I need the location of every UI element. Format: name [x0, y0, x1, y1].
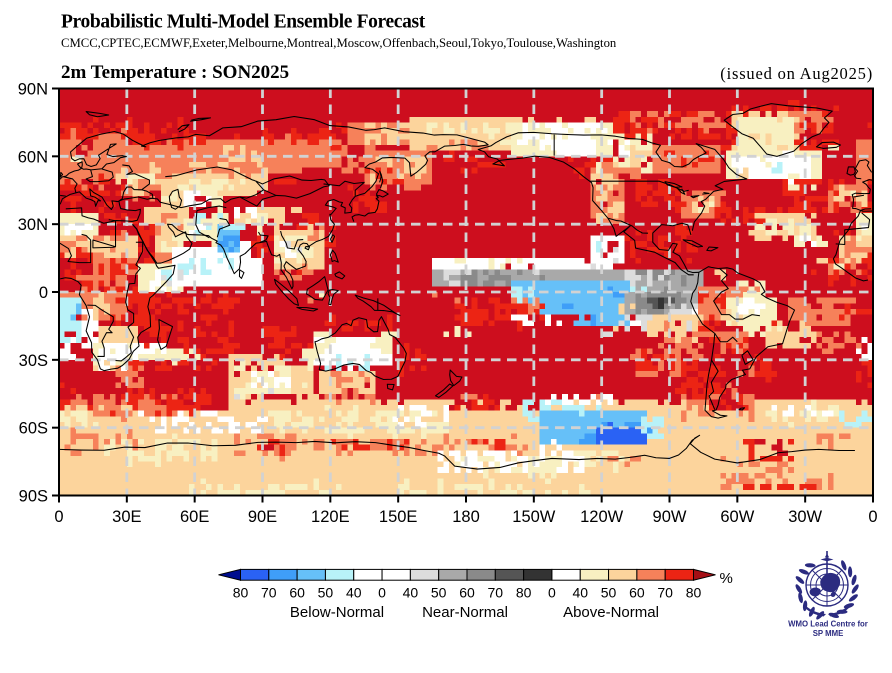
svg-text:Above-Normal: Above-Normal: [563, 604, 659, 621]
svg-text:60W: 60W: [720, 508, 754, 526]
svg-text:0: 0: [39, 284, 48, 302]
svg-text:40: 40: [346, 585, 362, 601]
svg-text:80: 80: [233, 585, 249, 601]
svg-text:SP MME: SP MME: [813, 629, 844, 638]
svg-text:30E: 30E: [112, 508, 141, 526]
svg-text:90S: 90S: [19, 488, 48, 506]
svg-text:180: 180: [452, 508, 480, 526]
svg-text:150W: 150W: [512, 508, 556, 526]
svg-text:70: 70: [657, 585, 673, 601]
svg-text:60: 60: [629, 585, 645, 601]
svg-text:0: 0: [378, 585, 386, 601]
svg-text:0: 0: [54, 508, 63, 526]
svg-text:50: 50: [431, 585, 447, 601]
svg-text:30S: 30S: [19, 352, 48, 370]
svg-text:60N: 60N: [18, 148, 48, 166]
svg-text:150E: 150E: [379, 508, 418, 526]
svg-text:90W: 90W: [653, 508, 687, 526]
svg-text:40: 40: [572, 585, 588, 601]
svg-text:%: %: [720, 570, 733, 587]
svg-text:40: 40: [403, 585, 419, 601]
svg-text:70: 70: [261, 585, 277, 601]
svg-text:60: 60: [459, 585, 475, 601]
svg-text:50: 50: [601, 585, 617, 601]
svg-text:0: 0: [548, 585, 556, 601]
svg-text:CMCC,CPTEC,ECMWF,Exeter,Melbou: CMCC,CPTEC,ECMWF,Exeter,Melbourne,Montre…: [61, 36, 617, 50]
svg-text:0: 0: [868, 508, 877, 526]
svg-text:Below-Normal: Below-Normal: [290, 604, 384, 621]
svg-text:120E: 120E: [311, 508, 350, 526]
svg-text:30N: 30N: [18, 216, 48, 234]
svg-text:60: 60: [289, 585, 305, 601]
svg-text:60E: 60E: [180, 508, 209, 526]
svg-text:120W: 120W: [580, 508, 624, 526]
svg-text:Near-Normal: Near-Normal: [422, 604, 508, 621]
svg-text:2m Temperature : SON2025: 2m Temperature : SON2025: [61, 62, 289, 83]
svg-text:WMO Lead Centre for: WMO Lead Centre for: [788, 620, 868, 629]
svg-text:(issued on Aug2025): (issued on Aug2025): [720, 64, 873, 83]
svg-text:50: 50: [318, 585, 334, 601]
svg-text:Probabilistic Multi-Model Ense: Probabilistic Multi-Model Ensemble Forec…: [61, 12, 426, 33]
svg-text:80: 80: [516, 585, 532, 601]
svg-text:90N: 90N: [18, 81, 48, 99]
svg-text:80: 80: [686, 585, 702, 601]
svg-text:60S: 60S: [19, 420, 48, 438]
svg-text:90E: 90E: [248, 508, 277, 526]
svg-text:30W: 30W: [788, 508, 822, 526]
svg-text:70: 70: [488, 585, 504, 601]
